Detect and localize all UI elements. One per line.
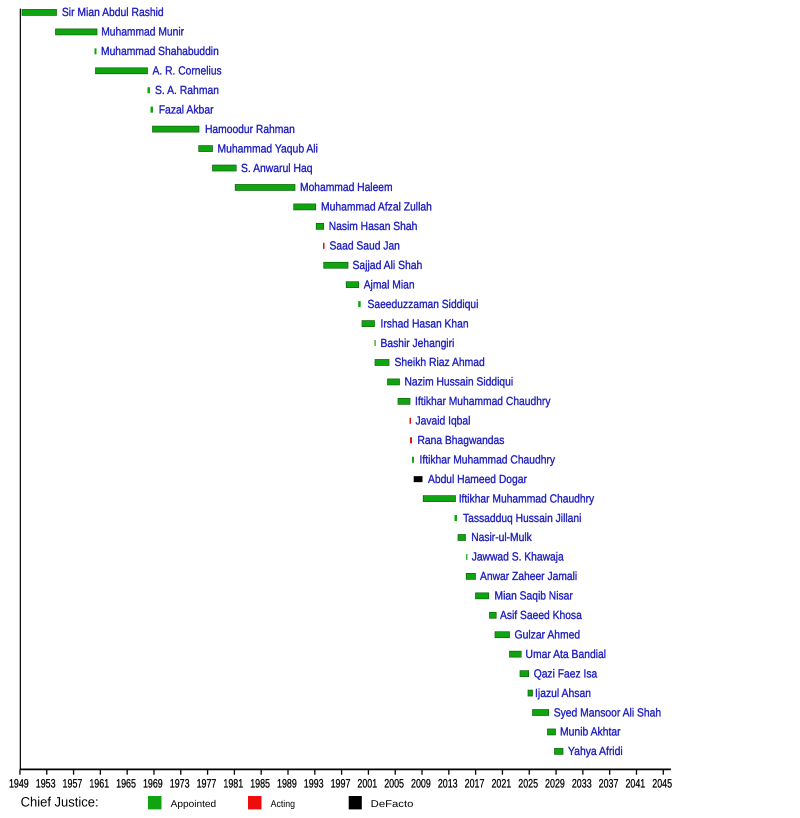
svg-text:2013: 2013 (438, 777, 458, 791)
svg-text:Iftikhar Muhammad Chaudhry: Iftikhar Muhammad Chaudhry (415, 394, 551, 408)
svg-text:2009: 2009 (411, 777, 431, 791)
svg-text:2041: 2041 (625, 777, 645, 791)
svg-text:2025: 2025 (518, 777, 538, 791)
svg-text:Bashir Jehangiri: Bashir Jehangiri (381, 336, 455, 350)
svg-text:Irshad Hasan Khan: Irshad Hasan Khan (381, 316, 469, 330)
svg-text:Yahya Afridi: Yahya Afridi (568, 744, 623, 758)
svg-text:DeFacto: DeFacto (371, 799, 414, 810)
svg-text:2045: 2045 (652, 777, 672, 791)
svg-text:2029: 2029 (545, 777, 565, 791)
svg-text:Iftikhar Muhammad Chaudhry: Iftikhar Muhammad Chaudhry (459, 491, 595, 505)
svg-text:Sajjad Ali Shah: Sajjad Ali Shah (353, 258, 423, 272)
svg-text:2021: 2021 (491, 777, 511, 791)
svg-text:Ajmal Mian: Ajmal Mian (364, 277, 415, 291)
svg-text:Syed Mansoor Ali Shah: Syed Mansoor Ali Shah (554, 705, 662, 719)
svg-text:Nasim Hasan Shah: Nasim Hasan Shah (329, 219, 418, 233)
svg-text:Qazi Faez Isa: Qazi Faez Isa (534, 666, 598, 680)
svg-text:1957: 1957 (63, 777, 83, 791)
svg-text:Gulzar Ahmed: Gulzar Ahmed (515, 627, 581, 641)
svg-text:Ijazul Ahsan: Ijazul Ahsan (535, 686, 591, 700)
svg-text:Rana Bhagwandas: Rana Bhagwandas (418, 433, 505, 447)
svg-text:Jawwad S. Khawaja: Jawwad S. Khawaja (472, 550, 564, 564)
svg-text:Fazal Akbar: Fazal Akbar (159, 102, 214, 116)
svg-text:2033: 2033 (572, 777, 592, 791)
svg-text:Saad Saud Jan: Saad Saud Jan (330, 239, 400, 253)
svg-text:1989: 1989 (277, 777, 297, 791)
svg-text:Nasir-ul-Mulk: Nasir-ul-Mulk (471, 530, 532, 544)
svg-text:A. R. Cornelius: A. R. Cornelius (153, 64, 222, 78)
svg-text:S. Anwarul Haq: S. Anwarul Haq (241, 161, 313, 175)
svg-text:Munib Akhtar: Munib Akhtar (560, 725, 621, 739)
svg-text:Mian Saqib Nisar: Mian Saqib Nisar (495, 589, 573, 603)
svg-text:Sheikh Riaz Ahmad: Sheikh Riaz Ahmad (395, 355, 485, 369)
svg-text:2037: 2037 (599, 777, 619, 791)
svg-text:1961: 1961 (89, 777, 109, 791)
svg-text:Umar Ata Bandial: Umar Ata Bandial (526, 647, 607, 661)
svg-text:1949: 1949 (9, 777, 29, 791)
svg-text:Chief Justice:: Chief Justice: (21, 795, 99, 810)
svg-text:Muhammad Yaqub Ali: Muhammad Yaqub Ali (218, 141, 318, 155)
svg-text:1977: 1977 (197, 777, 217, 791)
svg-text:1969: 1969 (143, 777, 163, 791)
svg-text:Iftikhar Muhammad Chaudhry: Iftikhar Muhammad Chaudhry (420, 452, 556, 466)
svg-text:1965: 1965 (116, 777, 136, 791)
svg-text:Muhammad Munir: Muhammad Munir (101, 25, 184, 39)
svg-text:S. A. Rahman: S. A. Rahman (155, 83, 219, 97)
svg-text:Hamoodur Rahman: Hamoodur Rahman (205, 122, 295, 136)
svg-text:1997: 1997 (331, 777, 351, 791)
svg-text:1985: 1985 (250, 777, 270, 791)
svg-text:Nazim Hussain Siddiqui: Nazim Hussain Siddiqui (405, 375, 514, 389)
svg-text:Javaid Iqbal: Javaid Iqbal (416, 414, 471, 428)
svg-text:Acting: Acting (271, 799, 295, 810)
svg-text:Abdul Hameed Dogar: Abdul Hameed Dogar (428, 472, 527, 486)
svg-text:Asif Saeed Khosa: Asif Saeed Khosa (500, 608, 582, 622)
svg-text:1981: 1981 (223, 777, 243, 791)
svg-text:Appointed: Appointed (171, 799, 217, 810)
svg-text:2001: 2001 (357, 777, 377, 791)
svg-text:Tassadduq Hussain Jillani: Tassadduq Hussain Jillani (463, 511, 581, 525)
svg-text:Sir Mian Abdul Rashid: Sir Mian Abdul Rashid (62, 5, 164, 19)
svg-text:1993: 1993 (304, 777, 324, 791)
svg-text:Muhammad Shahabuddin: Muhammad Shahabuddin (101, 44, 219, 58)
svg-text:2005: 2005 (384, 777, 404, 791)
svg-text:Saeeduzzaman Siddiqui: Saeeduzzaman Siddiqui (368, 297, 479, 311)
svg-text:1953: 1953 (36, 777, 56, 791)
svg-text:1973: 1973 (170, 777, 190, 791)
svg-text:Mohammad Haleem: Mohammad Haleem (300, 180, 393, 194)
svg-text:2017: 2017 (465, 777, 485, 791)
svg-text:Muhammad Afzal Zullah: Muhammad Afzal Zullah (321, 200, 432, 214)
svg-text:Anwar Zaheer Jamali: Anwar Zaheer Jamali (480, 569, 577, 583)
